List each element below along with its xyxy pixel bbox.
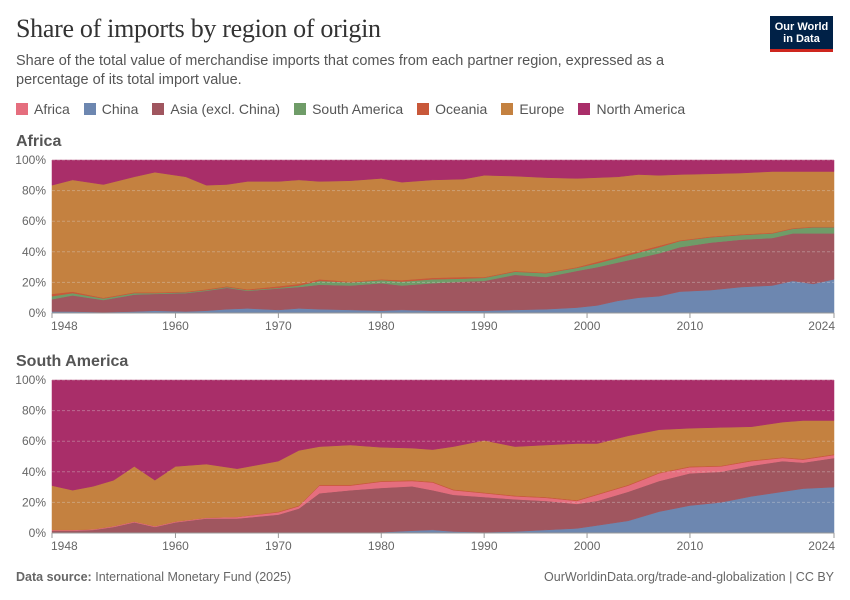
area-asia-excl-china[interactable] [51,457,835,534]
y-tick-label: 20% [22,275,46,289]
source-text[interactable]: International Monetary Fund (2025) [95,570,292,584]
x-tick-label: 2000 [574,319,601,333]
legend-swatch [152,103,165,115]
source-label: Data source: [16,570,92,584]
x-tick-label: 1980 [368,539,395,553]
y-tick-label: 60% [22,434,46,448]
area-asia-excl-china[interactable] [51,233,835,313]
legend-swatch [294,103,307,115]
owid-logo[interactable]: Our World in Data [770,16,833,52]
chart-south-america: South America 0% 20% 40% 60% 80% 100% 1948 1960 1… [15,353,835,553]
x-tick-label: 1980 [368,319,395,333]
y-tick-label: 20% [22,495,46,509]
legend-label: Oceania [435,101,488,117]
legend: Africa China Asia (excl. China) South Am… [16,101,699,117]
y-tick-label: 0% [29,306,47,320]
legend-item-china[interactable]: China [83,101,139,117]
area-europe[interactable] [51,171,835,298]
x-tick-label: 2024 [808,539,835,553]
y-tick-label: 80% [22,404,46,418]
x-tick-label: 1990 [471,319,498,333]
y-tick-label: 100% [15,373,46,387]
x-tick-label: 1948 [51,319,78,333]
footer-url-license[interactable]: OurWorldinData.org/trade-and-globalizati… [544,570,834,584]
area-oceania[interactable] [51,226,835,299]
legend-label: Europe [519,101,565,117]
legend-label: China [101,101,139,117]
legend-label: Asia (excl. China) [170,101,281,117]
chart-title: Africa [16,133,61,150]
y-tick-label: 0% [29,526,47,540]
x-tick-label: 1960 [162,319,189,333]
legend-item-oceania[interactable]: Oceania [417,101,487,117]
x-tick-label: 2010 [677,319,704,333]
legend-swatch [417,103,430,115]
x-tick-label: 1948 [51,539,78,553]
x-tick-label: 1970 [265,539,292,553]
legend-swatch [16,103,28,115]
x-tick-label: 1970 [265,319,292,333]
footer-source: Data source: International Monetary Fund… [16,570,291,584]
x-tick-label: 2000 [574,539,601,553]
legend-swatch [83,103,96,115]
y-tick-label: 80% [22,184,46,198]
legend-swatch [578,103,591,115]
area-africa[interactable] [51,454,835,531]
area-china[interactable] [52,486,835,534]
chart-title: South America [16,353,128,370]
legend-label: Africa [34,101,70,117]
legend-item-south-america[interactable]: South America [294,101,403,117]
page-subtitle: Share of the total value of merchandise … [16,53,665,88]
x-tick-label: 1990 [471,539,498,553]
area-south-america[interactable] [51,227,835,301]
legend-item-europe[interactable]: Europe [501,101,564,117]
legend-label: North America [596,101,686,117]
y-tick-label: 40% [22,465,46,479]
y-tick-label: 100% [15,153,46,167]
x-tick-label: 2010 [677,539,704,553]
legend-item-north-america[interactable]: North America [578,101,685,117]
x-tick-label: 1960 [162,539,189,553]
legend-label: South America [312,101,404,117]
legend-item-asia[interactable]: Asia (excl. China) [152,101,280,117]
area-europe[interactable] [51,420,835,531]
legend-swatch [501,103,514,115]
area-north-america[interactable] [51,379,835,491]
area-oceania[interactable] [52,453,835,531]
area-china[interactable] [51,278,835,314]
legend-item-africa[interactable]: Africa [16,101,70,117]
area-north-america[interactable] [51,159,835,186]
x-tick-label: 2024 [808,319,835,333]
page-title: Share of imports by region of origin [16,14,381,43]
chart-africa: Africa 0% 20% 40% 60% 80% 100% 1948 1960 1970 1980… [15,133,835,333]
y-tick-label: 40% [22,245,46,259]
y-tick-label: 60% [22,214,46,228]
